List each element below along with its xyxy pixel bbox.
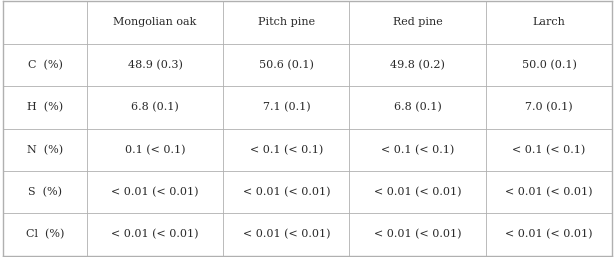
Text: Red pine: Red pine <box>393 17 443 27</box>
Text: < 0.01 (< 0.01): < 0.01 (< 0.01) <box>505 229 593 240</box>
Text: 6.8 (0.1): 6.8 (0.1) <box>131 102 179 113</box>
Text: < 0.01 (< 0.01): < 0.01 (< 0.01) <box>111 229 199 240</box>
Text: < 0.01 (< 0.01): < 0.01 (< 0.01) <box>243 187 330 197</box>
Text: H  (%): H (%) <box>27 102 63 113</box>
Text: Cl  (%): Cl (%) <box>26 229 64 240</box>
Text: N  (%): N (%) <box>27 144 63 155</box>
Text: C  (%): C (%) <box>28 60 62 70</box>
Text: 50.0 (0.1): 50.0 (0.1) <box>522 60 576 70</box>
Text: < 0.01 (< 0.01): < 0.01 (< 0.01) <box>111 187 199 197</box>
Text: < 0.01 (< 0.01): < 0.01 (< 0.01) <box>374 229 461 240</box>
Text: 0.1 (< 0.1): 0.1 (< 0.1) <box>125 144 185 155</box>
Text: 6.8 (0.1): 6.8 (0.1) <box>394 102 442 113</box>
Text: 50.6 (0.1): 50.6 (0.1) <box>259 60 314 70</box>
Text: < 0.01 (< 0.01): < 0.01 (< 0.01) <box>243 229 330 240</box>
Text: 48.9 (0.3): 48.9 (0.3) <box>128 60 183 70</box>
Text: Mongolian oak: Mongolian oak <box>113 17 197 27</box>
Text: 49.8 (0.2): 49.8 (0.2) <box>391 60 445 70</box>
Text: 7.1 (0.1): 7.1 (0.1) <box>263 102 310 113</box>
Text: < 0.1 (< 0.1): < 0.1 (< 0.1) <box>250 144 323 155</box>
Text: Pitch pine: Pitch pine <box>258 17 315 27</box>
Text: < 0.1 (< 0.1): < 0.1 (< 0.1) <box>381 144 454 155</box>
Text: < 0.01 (< 0.01): < 0.01 (< 0.01) <box>374 187 461 197</box>
Text: Larch: Larch <box>533 17 565 27</box>
Text: S  (%): S (%) <box>28 187 62 197</box>
Text: < 0.01 (< 0.01): < 0.01 (< 0.01) <box>505 187 593 197</box>
Text: 7.0 (0.1): 7.0 (0.1) <box>525 102 573 113</box>
Text: < 0.1 (< 0.1): < 0.1 (< 0.1) <box>512 144 585 155</box>
